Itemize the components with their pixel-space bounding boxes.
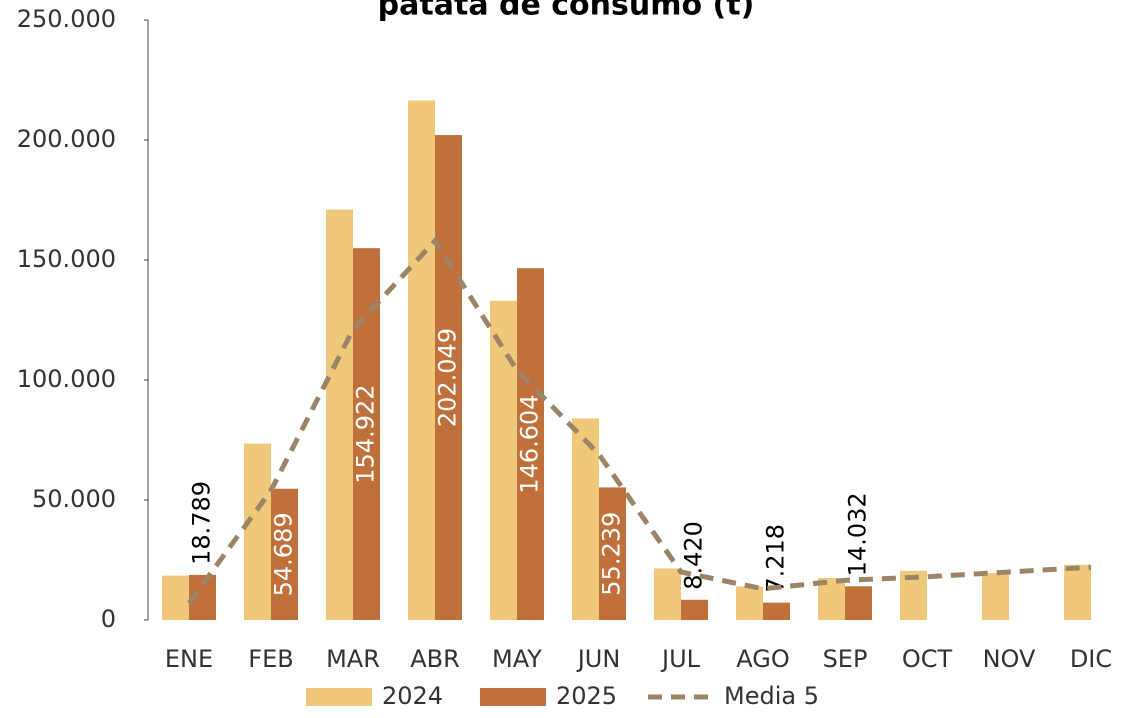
legend-label: Media 5 — [724, 682, 819, 710]
legend-swatch — [480, 688, 546, 706]
data-label: 7.218 — [762, 524, 790, 593]
y-tick-label: 150.000 — [17, 245, 116, 273]
line-series — [186, 236, 1092, 605]
data-label: 54.689 — [270, 512, 298, 596]
x-tick-label: NOV — [983, 645, 1036, 673]
bar — [845, 586, 872, 620]
bar — [599, 487, 626, 620]
bar — [326, 209, 353, 620]
bar — [982, 573, 1009, 620]
bar — [572, 418, 599, 620]
bar — [271, 488, 298, 620]
bar — [490, 300, 517, 620]
bar — [353, 248, 380, 620]
y-tick-label: 200.000 — [17, 125, 116, 153]
data-label: 55.239 — [598, 512, 626, 596]
bar — [408, 100, 435, 620]
x-tick-label: ABR — [410, 645, 460, 673]
y-tick-label: 100.000 — [17, 365, 116, 393]
data-label: 14.032 — [844, 492, 872, 576]
bar — [763, 602, 790, 620]
x-tick-label: FEB — [248, 645, 293, 673]
bar — [435, 135, 462, 620]
bar — [1064, 564, 1091, 620]
bar — [244, 443, 271, 620]
y-tick-label: 0 — [101, 605, 116, 633]
x-tick-label: DIC — [1070, 645, 1112, 673]
legend-label: 2024 — [382, 682, 443, 710]
bar — [736, 586, 763, 620]
x-tick-label: MAY — [492, 645, 542, 673]
x-tick-label: JUN — [576, 645, 621, 673]
bar — [654, 568, 681, 620]
data-label: 8.420 — [680, 521, 708, 590]
y-tick-label: 250.000 — [17, 5, 116, 33]
bar — [517, 268, 544, 620]
bar — [162, 575, 189, 620]
data-label: 18.789 — [188, 481, 216, 565]
bar — [681, 599, 708, 620]
x-tick-label: MAR — [326, 645, 380, 673]
x-tick-label: ENE — [165, 645, 213, 673]
x-tick-label: SEP — [823, 645, 868, 673]
chart-title: patata de consumo (t) — [378, 0, 755, 23]
data-label: 202.049 — [434, 328, 462, 427]
x-tick-label: JUL — [660, 645, 701, 673]
data-label: 154.922 — [352, 384, 380, 483]
x-tick-label: OCT — [902, 645, 953, 673]
legend-swatch — [306, 688, 372, 706]
legend-label: 2025 — [556, 682, 617, 710]
data-label: 146.604 — [516, 394, 544, 493]
x-tick-label: AGO — [736, 645, 789, 673]
y-tick-label: 50.000 — [32, 485, 116, 513]
